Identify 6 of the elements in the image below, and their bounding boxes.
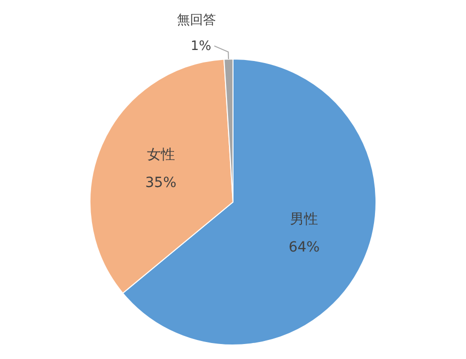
- slice-label: 無回答: [176, 12, 216, 28]
- data-label: 1%: [190, 38, 212, 54]
- slice-label: 女性: [146, 146, 175, 163]
- slice-label: 男性: [290, 211, 318, 228]
- data-label: 35%: [145, 174, 176, 191]
- data-label: 64%: [288, 239, 320, 256]
